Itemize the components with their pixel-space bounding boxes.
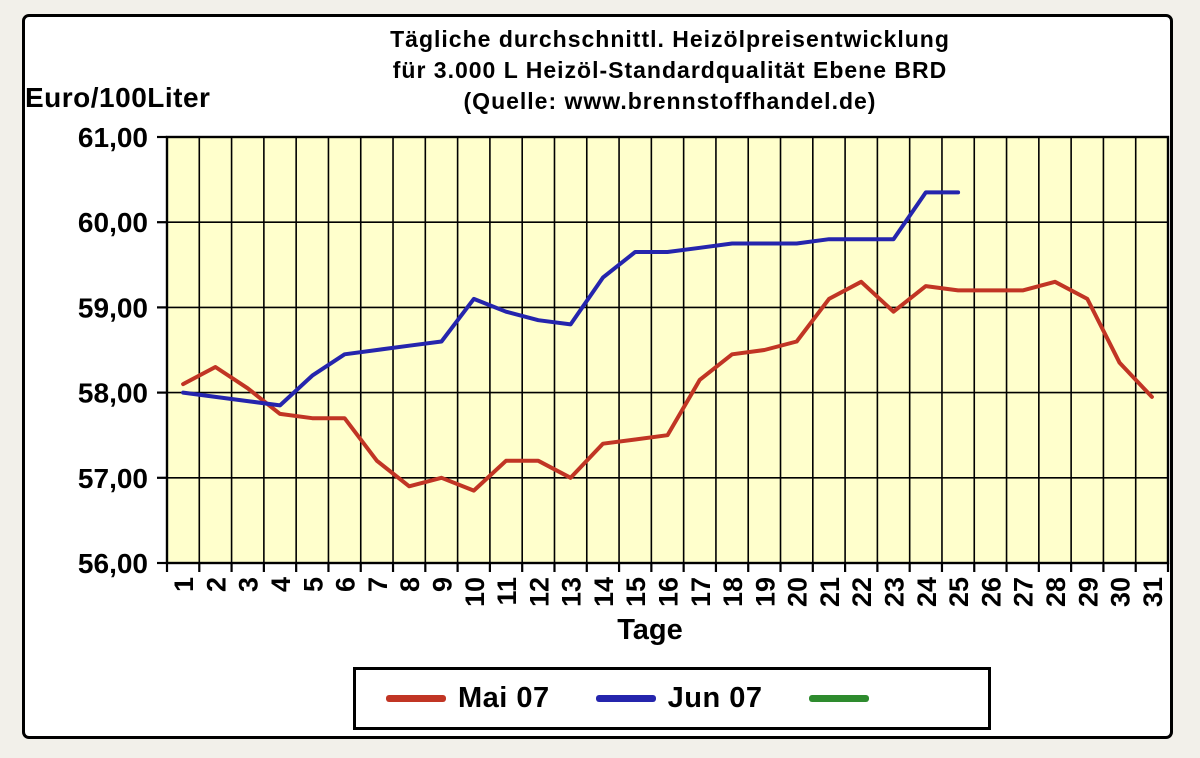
x-tick-label: 20 [783,577,813,607]
legend-line-swatch [595,695,656,702]
x-tick-label: 9 [427,577,457,592]
x-tick-label: 31 [1138,577,1168,607]
legend-entry: Mai 07 [386,682,550,715]
legend-label: Jun 07 [667,682,763,714]
gridlines [167,137,1168,563]
y-tick-label: 60,00 [78,207,148,238]
chart-title-line-1: Tägliche durchschnittl. Heizölpreisentwi… [390,26,950,52]
y-tick-label: 57,00 [78,463,148,494]
legend-line-swatch [808,695,869,702]
y-axis-title: Euro/100Liter [25,82,211,113]
x-tick-label: 29 [1073,577,1103,607]
plot-area [167,137,1168,563]
chart-title-line-2: für 3.000 L Heizöl-Standardqualität Eben… [392,57,948,83]
x-tick-label: 26 [976,577,1006,607]
x-tick-label: 19 [750,577,780,607]
x-tick-label: 17 [686,577,716,607]
y-axis-tick-labels: 61,00 60,00 59,00 58,00 57,00 56,00 [78,122,148,579]
chart-title-line-3: (Quelle: www.brennstoffhandel.de) [463,88,877,114]
x-axis-tick-labels: 1 2 3 4 5 6 7 8 9 10 11 12 13 14 15 16 17 18 19 20 21 22 23 24 2… [169,577,1168,607]
x-tick-label: 3 [234,577,264,592]
x-tick-label: 7 [363,577,393,592]
x-tick-label: 5 [298,577,328,592]
x-tick-label: 25 [944,577,974,607]
x-tick-label: 23 [880,577,910,607]
x-tick-label: 4 [266,577,296,592]
legend-entry: Jun 07 [595,682,763,715]
x-tick-label: 27 [1009,577,1039,607]
legend-line-swatch [386,695,446,702]
x-tick-label: 21 [815,577,845,607]
y-tick-label: 59,00 [78,292,148,323]
series-line-jun-07 [181,190,961,408]
x-axis-title: Tage [617,614,683,646]
x-tick-label: 14 [589,577,619,607]
x-tick-label: 22 [847,577,877,607]
x-tick-label: 8 [395,577,425,592]
y-tick-label: 61,00 [78,122,148,153]
y-tick-label: 58,00 [78,378,148,409]
x-tick-label: 6 [331,577,361,592]
x-tick-label: 24 [912,577,942,607]
chart-title: Tägliche durchschnittl. Heizölpreisentwi… [170,24,1170,117]
axis-ticks [157,135,1170,572]
y-tick-label: 56,00 [78,548,148,579]
x-tick-label: 28 [1041,577,1071,607]
x-tick-label: 18 [718,577,748,607]
x-tick-label: 15 [621,577,651,607]
x-tick-label: 30 [1106,577,1136,607]
x-tick-label: 11 [492,577,522,606]
plot-border [165,135,1170,565]
x-tick-label: 13 [557,577,587,607]
x-tick-label: 1 [169,577,199,592]
x-tick-label: 16 [654,577,684,607]
legend: Mai 07 Jun 07 [353,667,991,730]
series-line-mai-07 [181,279,1154,493]
legend-entry [808,695,881,702]
x-tick-label: 2 [201,577,231,592]
x-tick-label: 10 [460,577,490,607]
x-tick-label: 12 [524,577,554,607]
legend-label: Mai 07 [458,682,550,714]
